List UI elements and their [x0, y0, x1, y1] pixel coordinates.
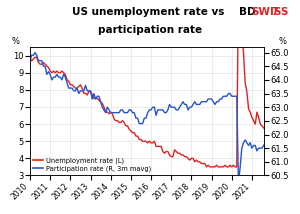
Text: SWISS: SWISS — [251, 7, 289, 18]
Legend: Unemployment rate (L), Participation rate (R, 3m mavg): Unemployment rate (L), Participation rat… — [33, 157, 151, 172]
Text: US unemployment rate vs: US unemployment rate vs — [72, 7, 228, 18]
Text: %: % — [11, 37, 19, 46]
Text: %: % — [278, 37, 286, 46]
Text: BD: BD — [238, 7, 255, 18]
Text: 7: 7 — [272, 7, 278, 18]
Text: participation rate: participation rate — [98, 25, 202, 35]
